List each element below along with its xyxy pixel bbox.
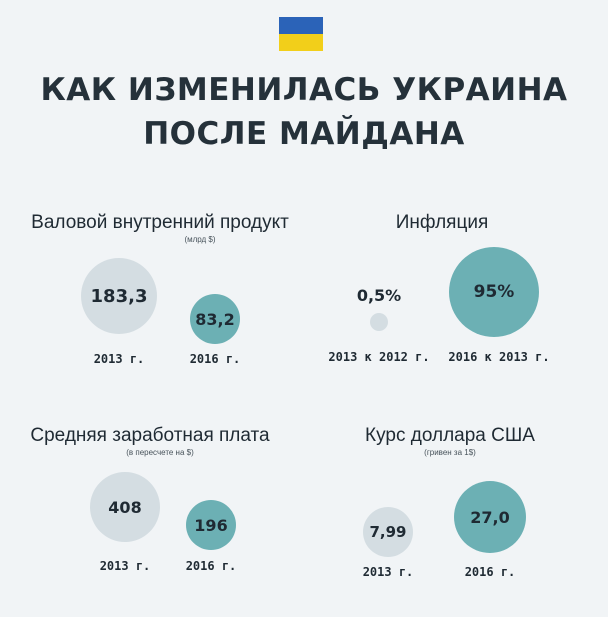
ukraine-flag-icon [279,17,323,51]
salary-panel: Средняя заработная плата (в пересчете на… [10,425,310,585]
gdp-panel: Валовой внутренний продукт (млрд $) 183,… [10,212,310,372]
salary-subtitle: (в пересчете на $) [126,448,194,457]
usd-rate-2016-label: 2016 г. [464,565,516,579]
inflation-title: Инфляция [395,212,489,233]
gdp-2016-bubble: 83,2 [190,294,240,344]
inflation-panel: Инфляция 0,5% 95% 2013 к 2012 г. 2016 к … [322,212,602,372]
inflation-2016-label: 2016 к 2013 г. [448,350,550,364]
gdp-2016-label: 2016 г. [189,352,241,366]
inflation-2013-value: 0,5% [356,286,402,305]
usd-rate-2016-bubble: 27,0 [454,481,526,553]
inflation-2016-bubble: 95% [449,247,539,337]
usd-rate-2013-bubble: 7,99 [363,507,413,557]
salary-2013-label: 2013 г. [99,559,151,573]
usd-rate-2013-label: 2013 г. [362,565,414,579]
gdp-2013-label: 2013 г. [93,352,145,366]
gdp-2013-bubble: 183,3 [81,258,157,334]
gdp-title: Валовой внутренний продукт [31,212,289,233]
page-title-line2: ПОСЛЕ МАЙДАНА [143,116,465,152]
inflation-2013-label: 2013 к 2012 г. [328,350,430,364]
usd-rate-panel: Курс доллара США (гривен за 1$) 7,99 27,… [320,425,602,585]
salary-2013-bubble: 408 [90,472,160,542]
page-title-line1: КАК ИЗМЕНИЛАСЬ УКРАИНА [40,72,568,108]
inflation-2013-bubble [370,313,388,331]
gdp-subtitle: (млрд $) [184,235,216,244]
salary-title: Средняя заработная плата [30,425,270,446]
usd-rate-title: Курс доллара США [365,425,535,446]
usd-rate-subtitle: (гривен за 1$) [424,448,476,457]
salary-2016-bubble: 196 [186,500,236,550]
salary-2016-label: 2016 г. [185,559,237,573]
